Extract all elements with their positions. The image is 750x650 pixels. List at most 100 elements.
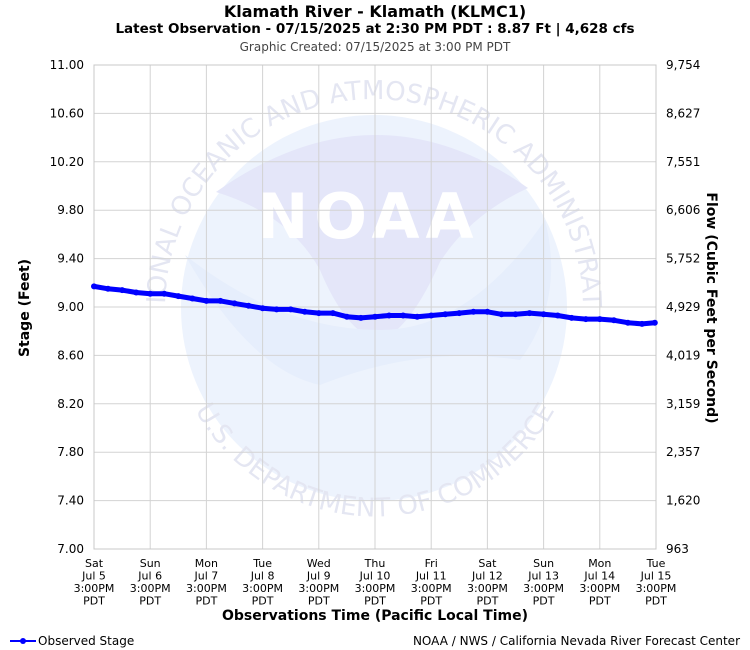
- x-tick-line: Jul 9: [306, 570, 331, 583]
- data-point: [315, 310, 322, 317]
- data-point: [119, 287, 126, 294]
- x-tick-line: 3:00PM: [186, 582, 227, 595]
- y-tick-label: 10.20: [50, 155, 84, 169]
- y2-tick-label: 6,606: [666, 203, 700, 217]
- x-tick-line: 3:00PM: [130, 582, 171, 595]
- data-point: [147, 290, 154, 297]
- data-point: [133, 289, 140, 296]
- x-tick-label: Sun Jul 6 3:00PM PDT: [130, 557, 171, 608]
- data-point: [456, 310, 463, 317]
- data-point: [651, 319, 658, 326]
- x-tick-line: 3:00PM: [242, 582, 283, 595]
- y-tick-label: 8.60: [57, 348, 84, 362]
- data-point: [428, 312, 435, 319]
- data-point: [105, 285, 111, 292]
- data-point: [554, 312, 561, 319]
- x-tick-label: Sat Jul 5 3:00PM PDT: [74, 557, 115, 608]
- latest-observation: Latest Observation - 07/15/2025 at 2:30 …: [115, 21, 635, 37]
- data-point: [639, 320, 645, 327]
- y-tick-label: 8.20: [57, 397, 84, 411]
- x-tick-line: Mon: [195, 557, 218, 570]
- x-tick-line: Jul 14: [583, 570, 615, 583]
- y2-tick-label: 4,019: [666, 348, 700, 362]
- credit-text: NOAA / NWS / California Nevada River For…: [412, 634, 740, 648]
- x-tick-label: Fri Jul 11 3:00PM PDT: [411, 557, 452, 608]
- y2-tick-label: 7,551: [666, 155, 700, 169]
- data-point: [343, 313, 350, 320]
- x-tick-line: Sun: [140, 557, 161, 570]
- y-tick-label: 9.80: [57, 203, 84, 217]
- y2-tick-label: 963: [666, 542, 689, 556]
- y-tick-label: 11.00: [50, 58, 84, 72]
- data-point: [568, 314, 575, 321]
- y-tick-label: 7.00: [57, 542, 84, 556]
- x-tick-label: Thu Jul 10 3:00PM PDT: [355, 557, 396, 608]
- x-tick-line: Jul 5: [81, 570, 106, 583]
- x-tick-line: PDT: [364, 595, 386, 608]
- y2-tick-label: 5,752: [666, 252, 700, 266]
- x-tick-line: 3:00PM: [636, 582, 677, 595]
- data-point: [287, 306, 294, 313]
- axes: 11.00 9,754 10.60 8,627 10.20 7,551 9.80 6,606 9…: [50, 58, 701, 608]
- data-point: [161, 290, 168, 297]
- data-point: [386, 312, 393, 319]
- x-tick-line: Jul 10: [359, 570, 391, 583]
- x-tick-line: PDT: [139, 595, 161, 608]
- x-tick-line: 3:00PM: [74, 582, 115, 595]
- x-tick-line: Sat: [85, 557, 104, 570]
- x-tick-line: PDT: [589, 595, 611, 608]
- y-axis-label: Stage (Feet): [17, 259, 33, 357]
- data-point: [273, 306, 280, 313]
- x-tick-line: Jul 8: [250, 570, 275, 583]
- data-point: [400, 312, 407, 319]
- x-tick-line: Jul 7: [194, 570, 219, 583]
- y-tick-label: 7.80: [57, 445, 84, 459]
- x-tick-line: Wed: [307, 557, 331, 570]
- x-tick-line: Jul 13: [527, 570, 559, 583]
- graphic-created: Graphic Created: 07/15/2025 at 3:00 PM P…: [239, 40, 511, 54]
- data-point: [189, 295, 196, 302]
- y-tick-label: 7.40: [57, 494, 84, 508]
- stage-chart: NOAA NATIONAL OCEANIC AND ATMOSPHERIC AD…: [0, 0, 719, 624]
- data-point: [329, 310, 336, 317]
- data-point: [498, 311, 505, 318]
- data-point: [540, 311, 547, 318]
- x-tick-line: Jul 15: [640, 570, 672, 583]
- x-tick-line: PDT: [420, 595, 442, 608]
- x-axis-label: Observations Time (Pacific Local Time): [222, 608, 528, 624]
- y2-tick-label: 4,929: [666, 300, 700, 314]
- data-point: [442, 311, 449, 318]
- x-tick-line: Sat: [478, 557, 497, 570]
- x-tick-label: Mon Jul 7 3:00PM PDT: [186, 557, 227, 608]
- data-point: [372, 313, 378, 320]
- x-tick-label: Tue Jul 15 3:00PM PDT: [636, 557, 677, 608]
- x-tick-line: PDT: [476, 595, 498, 608]
- data-point: [624, 319, 631, 326]
- x-tick-line: Fri: [425, 557, 438, 570]
- x-tick-line: Sun: [533, 557, 554, 570]
- data-point: [91, 283, 97, 290]
- data-point: [610, 317, 617, 324]
- noaa-logo-text: NOAA: [257, 180, 480, 253]
- y2-tick-label: 8,627: [666, 106, 700, 120]
- x-tick-line: Mon: [588, 557, 611, 570]
- y2-tick-label: 2,357: [666, 445, 700, 459]
- data-point: [231, 300, 238, 307]
- x-tick-label: Wed Jul 9 3:00PM PDT: [298, 557, 339, 608]
- y2-tick-label: 1,620: [666, 494, 700, 508]
- y2-axis-label: Flow (Cubic Feet per Second): [703, 192, 719, 423]
- data-point: [470, 308, 477, 315]
- x-tick-line: PDT: [308, 595, 330, 608]
- x-tick-line: 3:00PM: [523, 582, 564, 595]
- x-tick-line: PDT: [83, 595, 105, 608]
- data-point: [203, 297, 210, 304]
- plot-frame: [93, 64, 657, 550]
- x-tick-label: Sat Jul 12 3:00PM PDT: [467, 557, 508, 608]
- noaa-wave-icon: [185, 220, 552, 385]
- x-tick-line: Jul 11: [415, 570, 447, 583]
- data-point: [175, 293, 182, 300]
- data-point: [357, 314, 364, 321]
- x-tick-line: Jul 6: [137, 570, 162, 583]
- y2-tick-label: 9,754: [666, 58, 700, 72]
- y2-tick-label: 3,159: [666, 397, 700, 411]
